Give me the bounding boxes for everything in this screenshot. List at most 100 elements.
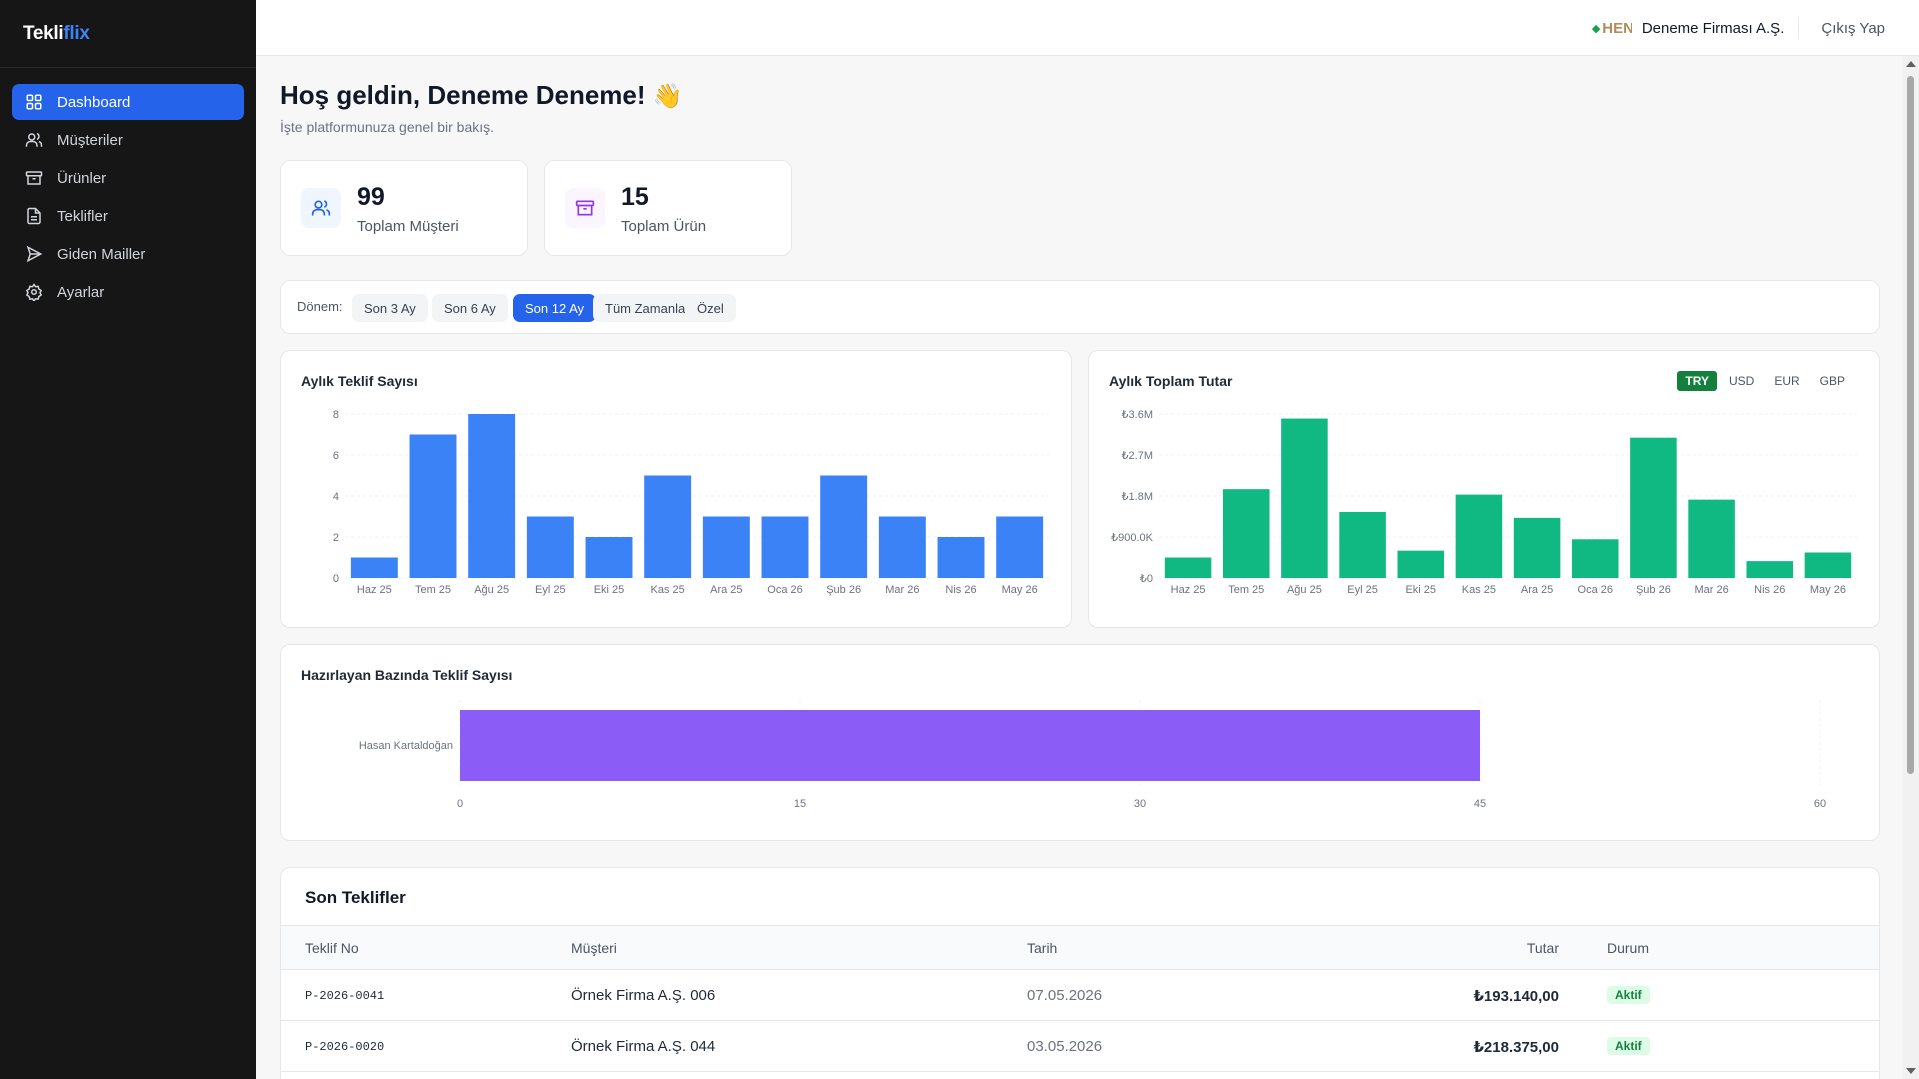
x-tick-label: Şub 26 <box>1636 584 1671 596</box>
welcome-text: Hoş geldin, Deneme Deneme! <box>280 80 646 110</box>
send-icon <box>26 245 43 263</box>
column-header-date[interactable]: Tarih <box>1027 940 1058 956</box>
bar <box>820 475 868 578</box>
stat-card-customers[interactable]: 99 Toplam Müşteri <box>280 160 528 256</box>
bar <box>996 516 1044 578</box>
period-label: Dönem: <box>297 299 343 314</box>
scroll-down-arrow-icon[interactable] <box>1906 1068 1916 1074</box>
page-title: Hoş geldin, Deneme Deneme! 👋 <box>280 80 683 111</box>
page-scrollbar[interactable] <box>1902 56 1919 1079</box>
gear-icon <box>25 283 43 301</box>
app-logo[interactable]: Tekliflix <box>23 23 90 45</box>
period-option-ozel[interactable]: Özel <box>685 294 736 322</box>
chart-card-by-preparer: Hazırlayan Bazında Teklif Sayısı 0 15 30 45… <box>280 644 1880 841</box>
table-title: Son Teklifler <box>305 888 406 907</box>
sidebar-item-musteriler[interactable]: Müşteriler <box>12 122 244 158</box>
bar <box>1281 418 1328 578</box>
bar <box>1164 557 1212 578</box>
x-tick-label: Eyl 25 <box>1347 584 1378 596</box>
logo-area: Tekliflix <box>0 0 256 68</box>
sidebar-item-label: Giden Mailler <box>57 245 146 263</box>
offer-date: 03.05.2026 <box>1027 1038 1103 1055</box>
period-option-son-12-ay[interactable]: Son 12 Ay <box>513 294 597 322</box>
bar <box>761 516 809 578</box>
bar <box>585 537 633 578</box>
currency-tab-usd[interactable]: USD <box>1728 374 1755 388</box>
x-tick-label: 60 <box>1814 798 1826 810</box>
monthly-total-chart: ₺0 ₺900.0K ₺1.8M ₺2.7M ₺3.6M Haz 25 Tem 25 Ağu … <box>1111 409 1857 596</box>
y-tick-label: 0 <box>333 573 339 585</box>
y-tick-label: 2 <box>333 532 339 544</box>
bar <box>468 414 516 578</box>
top-header: ◆ HEN Deneme Firması A.Ş. Çıkış Yap <box>256 0 1919 56</box>
stat-card-products[interactable]: 15 Toplam Ürün <box>544 160 792 256</box>
currency-tab-gbp[interactable]: GBP <box>1819 374 1845 388</box>
x-tick-label: Kas 25 <box>651 584 685 596</box>
x-tick-label: May 26 <box>1002 584 1038 596</box>
x-tick-label: 45 <box>1474 798 1486 810</box>
y-tick-label: ₺3.6M <box>1122 409 1153 421</box>
scroll-up-arrow-icon[interactable] <box>1906 61 1916 67</box>
bar <box>1397 550 1445 578</box>
period-option-son-3-ay[interactable]: Son 3 Ay <box>352 294 428 322</box>
chart-title: Hazırlayan Bazında Teklif Sayısı <box>301 667 513 683</box>
table-row[interactable]: P-2026-0041 Örnek Firma A.Ş. 006 07.05.2… <box>281 970 1879 1021</box>
offer-no[interactable]: P-2026-0020 <box>305 1040 385 1054</box>
grid-icon <box>26 94 42 110</box>
archive-icon <box>25 171 43 185</box>
sidebar-item-urunler[interactable]: Ürünler <box>12 160 244 196</box>
bar <box>409 434 457 578</box>
x-tick-label: Haz 25 <box>1171 584 1206 596</box>
bar <box>350 557 398 578</box>
bar <box>1339 511 1386 578</box>
sidebar-nav: Dashboard Müşteriler Ürünler Teklifler G… <box>0 68 256 328</box>
sidebar-item-label: Dashboard <box>57 93 131 111</box>
offer-amount: ₺218.375,00 <box>1473 1039 1559 1056</box>
bar <box>702 516 750 578</box>
logout-button[interactable]: Çıkış Yap <box>1821 19 1885 37</box>
header-right: ◆ HEN Deneme Firması A.Ş. Çıkış Yap <box>1592 0 1885 56</box>
bar <box>878 516 926 578</box>
monthly-count-chart: 0 2 4 6 8 Haz 25 Tem 25 Ağu 25 Eyl 25 Eki 25 Kas 2… <box>333 409 1049 596</box>
status-badge: Aktif <box>1607 1037 1650 1055</box>
scrollbar-thumb[interactable] <box>1907 76 1914 774</box>
x-tick-label: Mar 26 <box>885 584 919 596</box>
bar <box>937 537 985 578</box>
y-tick-label: ₺0 <box>1140 573 1153 585</box>
currency-tab-eur[interactable]: EUR <box>1774 374 1800 388</box>
sidebar-item-label: Ürünler <box>57 169 107 187</box>
sidebar-item-dashboard[interactable]: Dashboard <box>12 84 244 120</box>
y-tick-label: Hasan Kartaldoğan <box>359 740 453 752</box>
stat-value: 99 <box>357 183 385 211</box>
table-row[interactable]: P-2026-0020 Örnek Firma A.Ş. 044 03.05.2… <box>281 1021 1879 1072</box>
column-header-status[interactable]: Durum <box>1607 940 1650 956</box>
bar <box>460 710 1480 781</box>
x-tick-label: Şub 26 <box>826 584 861 596</box>
currency-tabs: TRY USD EUR GBP <box>1673 371 1853 391</box>
x-tick-label: Ara 25 <box>1521 584 1553 596</box>
header-divider <box>1798 17 1800 39</box>
column-header-no[interactable]: Teklif No <box>305 940 359 956</box>
column-header-customer[interactable]: Müşteri <box>571 940 617 956</box>
offer-no[interactable]: P-2026-0041 <box>305 989 385 1003</box>
sidebar-item-giden-mailler[interactable]: Giden Mailler <box>12 236 244 272</box>
column-header-amount[interactable]: Tutar <box>1526 940 1559 956</box>
period-option-son-6-ay[interactable]: Son 6 Ay <box>432 294 508 322</box>
company-logo-mark-icon: ◆ <box>1591 22 1601 35</box>
stat-icon-wrap <box>565 188 605 228</box>
y-tick-label: 4 <box>333 491 339 503</box>
period-option-tum-zamanlar[interactable]: Tüm Zamanlar <box>593 294 702 322</box>
chart-title: Aylık Teklif Sayısı <box>301 373 418 389</box>
users-icon <box>311 200 331 216</box>
company-name[interactable]: Deneme Firması A.Ş. <box>1641 19 1785 37</box>
x-tick-label: May 26 <box>1810 584 1846 596</box>
offer-customer: Örnek Firma A.Ş. 044 <box>571 1038 716 1055</box>
logo-accent: flix <box>63 22 90 44</box>
wave-icon: 👋 <box>652 83 683 110</box>
currency-tab-try[interactable]: TRY <box>1677 371 1717 391</box>
sidebar-item-ayarlar[interactable]: Ayarlar <box>12 274 244 310</box>
sidebar-item-label: Ayarlar <box>57 283 105 301</box>
y-tick-label: ₺900.0K <box>1111 532 1154 544</box>
x-tick-label: Ara 25 <box>710 584 742 596</box>
sidebar-item-teklifler[interactable]: Teklifler <box>12 198 244 234</box>
